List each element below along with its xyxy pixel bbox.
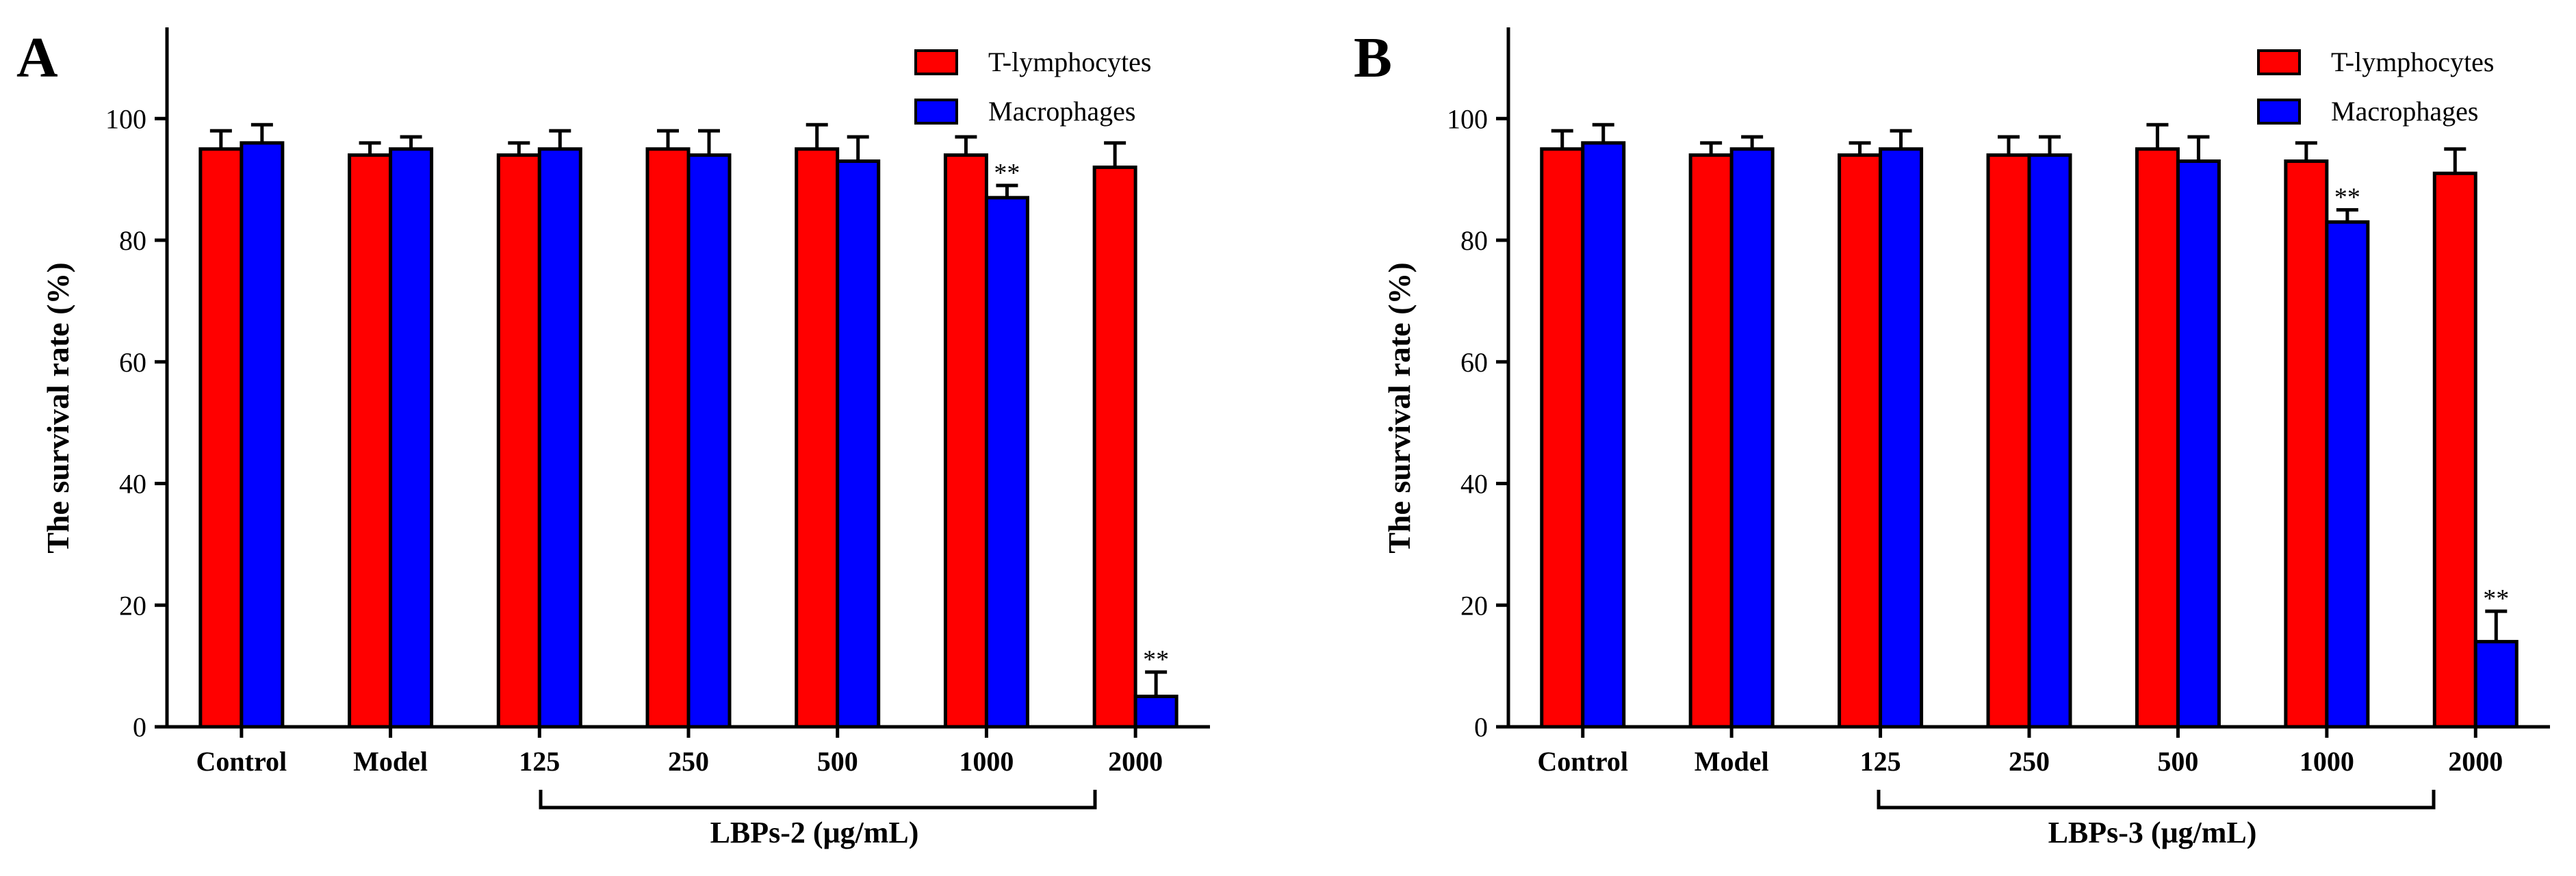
legend-swatch	[2257, 99, 2301, 125]
bar	[2473, 640, 2519, 729]
x-tick-label: 2000	[2448, 746, 2503, 777]
y-tick-label: 100	[1447, 103, 1488, 134]
group-label: LBPs-3 (μg/mL)	[2048, 816, 2257, 849]
bar	[1581, 141, 1626, 729]
y-tick-label: 0	[1474, 712, 1488, 743]
bar	[984, 196, 1029, 729]
y-tick-label: 20	[119, 590, 146, 621]
legend-label: Macrophages	[2331, 96, 2478, 127]
group-label: LBPs-2 (μg/mL)	[710, 816, 919, 849]
bar	[2135, 147, 2180, 729]
y-axis-title: The survival rate (%)	[40, 262, 75, 553]
y-tick-label: 40	[1460, 469, 1488, 500]
y-axis-title: The survival rate (%)	[1382, 262, 1417, 553]
bar	[645, 147, 691, 729]
bar	[1688, 153, 1734, 729]
x-tick-label: 125	[1860, 746, 1901, 777]
significance-mark: **	[2483, 584, 2509, 613]
bar	[1838, 153, 1883, 729]
significance-mark: **	[994, 159, 1020, 188]
y-tick-label: 60	[1460, 347, 1488, 378]
legend-label: Macrophages	[988, 96, 1135, 127]
y-tick-label: 80	[119, 225, 146, 256]
bar	[2176, 159, 2221, 729]
x-tick-label: 1000	[2300, 746, 2354, 777]
bar	[348, 153, 393, 729]
legend-label: T-lymphocytes	[988, 47, 1152, 77]
chart-panel-b: B The survival rate (%) LBPs-3 (μg/mL) 0…	[1354, 26, 2550, 849]
x-tick-label: 250	[2009, 746, 2050, 777]
x-tick-label: 2000	[1108, 746, 1163, 777]
legend-swatch	[914, 49, 958, 75]
bar	[1540, 147, 1585, 729]
y-tick-label: 40	[119, 469, 146, 500]
bar	[389, 147, 434, 729]
panel-letter-a: A	[16, 26, 58, 90]
significance-mark: **	[1143, 645, 1169, 674]
legend-swatch	[914, 99, 958, 125]
group-bracket	[539, 790, 1097, 810]
x-tick-label: 500	[2157, 746, 2198, 777]
x-tick-label: Control	[1537, 746, 1628, 777]
bar	[496, 153, 541, 729]
bar	[1092, 165, 1137, 729]
bar	[2284, 159, 2329, 729]
bar	[1879, 147, 1924, 729]
chart-panel-a: A The survival rate (%) LBPs-2 (μg/mL) 0…	[16, 26, 1210, 849]
y-tick-label: 20	[1460, 590, 1488, 621]
bar	[2027, 153, 2072, 729]
x-tick-label: Control	[196, 746, 287, 777]
bar	[836, 159, 881, 729]
x-tick-label: 1000	[959, 746, 1014, 777]
group-bracket	[1877, 790, 2436, 810]
bar	[2325, 220, 2370, 729]
legend-label: T-lymphocytes	[2331, 47, 2495, 77]
x-tick-label: Model	[1695, 746, 1769, 777]
legend-swatch	[2257, 49, 2301, 75]
bar	[240, 141, 285, 729]
y-tick-label: 60	[119, 347, 146, 378]
bar	[795, 147, 840, 729]
x-tick-label: 500	[817, 746, 858, 777]
bar	[686, 153, 732, 729]
x-tick-label: Model	[353, 746, 428, 777]
y-tick-label: 80	[1460, 225, 1488, 256]
x-tick-label: 125	[519, 746, 560, 777]
y-tick-label: 100	[105, 103, 146, 134]
x-tick-label: 250	[668, 746, 709, 777]
bar	[1729, 147, 1775, 729]
bar	[1133, 695, 1178, 729]
bar	[537, 147, 582, 729]
y-tick-label: 0	[133, 712, 146, 743]
bar	[943, 153, 988, 729]
bar	[1986, 153, 2031, 729]
significance-mark: **	[2334, 183, 2360, 212]
bar	[2432, 171, 2477, 729]
panel-letter-b: B	[1354, 26, 1392, 90]
bar	[198, 147, 244, 729]
